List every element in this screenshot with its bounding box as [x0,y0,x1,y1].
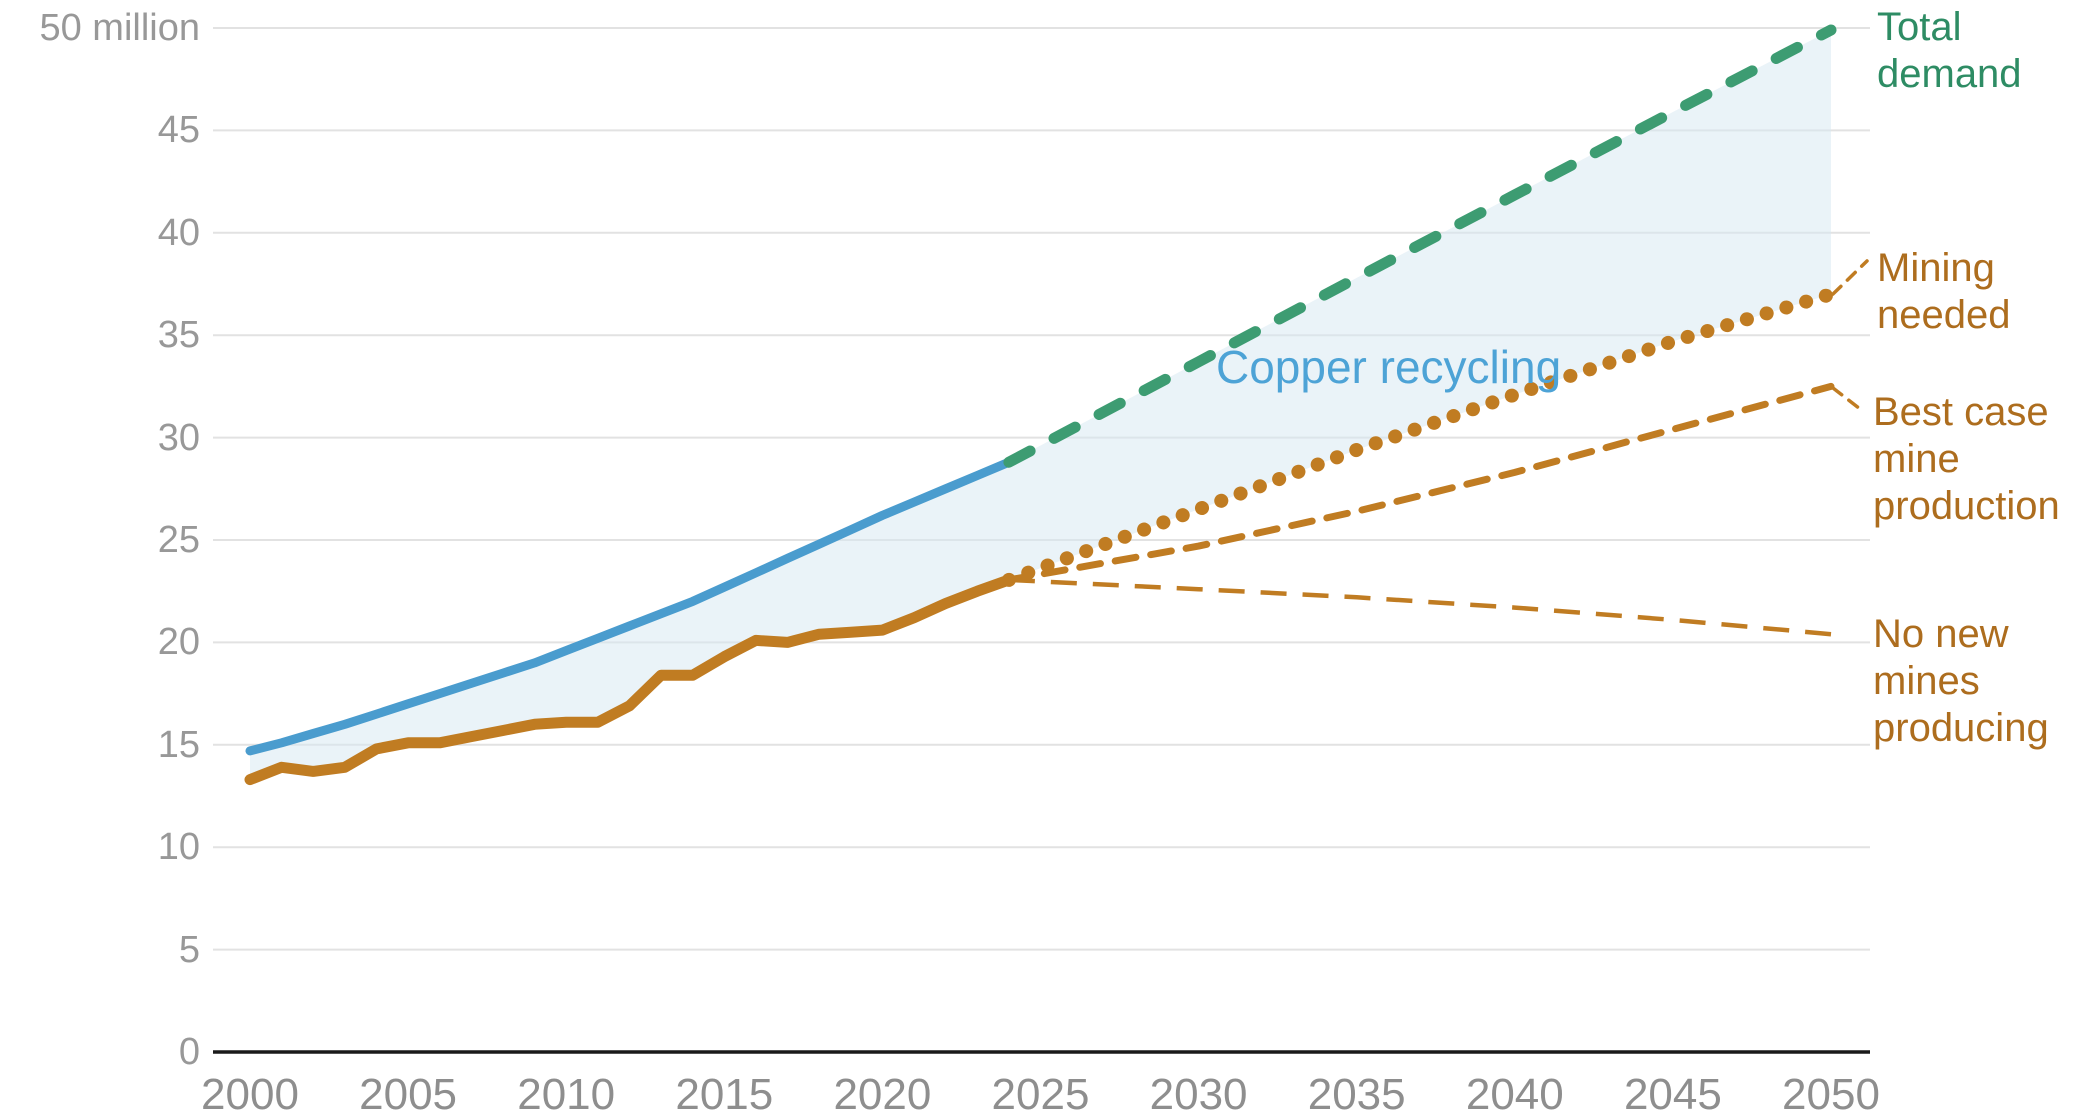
series-label-best-case: Best case mine production [1873,390,2060,528]
y-tick-label: 35 [157,314,200,357]
x-tick-label: 2035 [1307,1070,1406,1119]
series-label-copper-recycling: Copper recycling [1216,341,1562,393]
y-tick-label: 50 million [39,7,200,49]
x-tick-label: 2045 [1623,1070,1722,1119]
y-tick-label: 25 [157,519,200,561]
series-demand_proj [1003,24,1837,468]
recycling-gap-area [250,30,1831,780]
x-tick-label: 2050 [1782,1070,1880,1119]
series-label-mining-needed: Mining needed [1877,246,2011,337]
x-tick-label: 2040 [1465,1070,1564,1119]
y-tick-label: 10 [157,826,200,869]
series-best_case [1005,382,1835,584]
label-leader-line [1831,386,1866,414]
x-tick-label: 2010 [517,1070,616,1119]
x-tick-label: 2005 [359,1070,458,1119]
y-tick-label: 30 [157,416,200,459]
x-tick-label: 2030 [1149,1070,1248,1119]
series-label-total-demand: Total demand [1877,5,2022,96]
series-label-no-new-mines: No new mines producing [1873,612,2049,750]
y-tick-label: 15 [157,723,200,766]
series-mine_hist [244,574,1015,786]
x-tick-label: 2025 [991,1070,1090,1119]
series-no_new_mines [1008,577,1832,637]
label-leader-line [1831,259,1869,296]
x-tick-label: 2015 [675,1070,774,1119]
y-tick-label: 20 [157,621,200,664]
x-tick-label: 2020 [833,1070,932,1119]
series-mining_needed [1001,287,1838,587]
y-tick-label: 0 [178,1031,200,1073]
y-tick-label: 40 [157,211,200,254]
x-tick-label: 2000 [201,1070,299,1119]
y-tick-label: 45 [157,109,200,152]
series-demand_hist [245,457,1014,756]
y-tick-label: 5 [178,928,200,971]
